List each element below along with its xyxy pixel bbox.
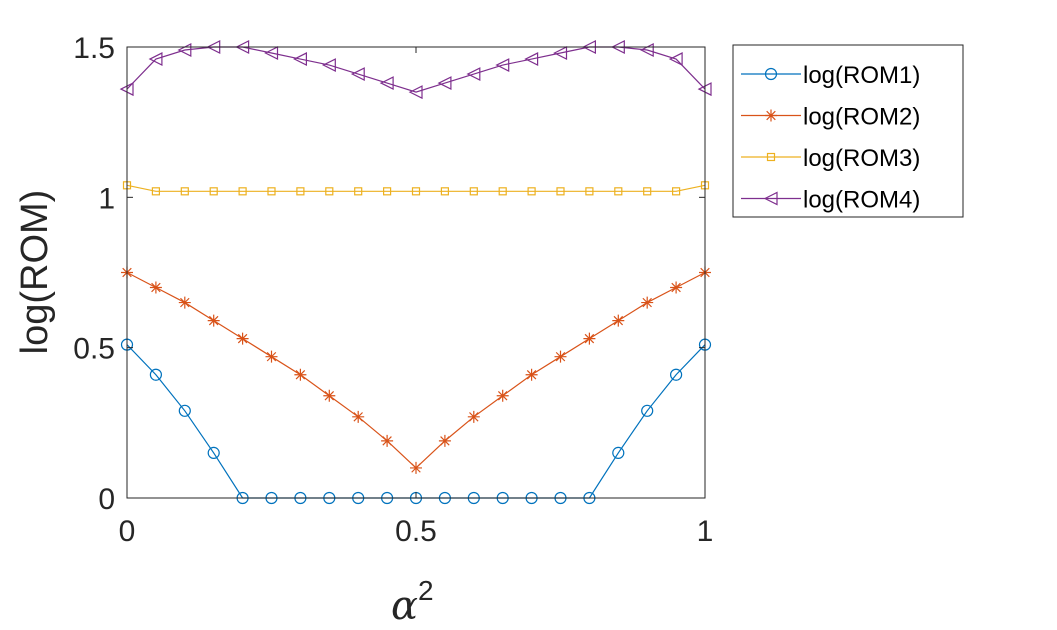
legend-label: log(ROM1) [803, 62, 920, 89]
legend-marker [764, 67, 778, 81]
series-3-point [180, 187, 189, 196]
y-tick-label: 0.5 [73, 333, 115, 366]
y-axis-label: log(ROM) [14, 190, 56, 355]
y-tick-label: 0 [98, 483, 115, 516]
series-2-point [178, 296, 191, 309]
series-3-point [325, 187, 334, 196]
series-2-point [467, 410, 480, 423]
series-3-point [556, 187, 565, 196]
series-3-point [411, 187, 421, 196]
legend-entry: log(ROM2) [741, 104, 920, 131]
series-2-point [207, 314, 220, 327]
legend-marker [766, 152, 776, 162]
series-2-point [641, 296, 654, 309]
series-4-point [379, 76, 394, 91]
series-2-point [496, 389, 509, 402]
series-2-point [265, 350, 278, 363]
series-4-point [350, 67, 365, 82]
series-4-point [553, 46, 568, 60]
series-3-point [267, 187, 276, 196]
x-axis-label: α [391, 583, 418, 629]
legend-entry: log(ROM3) [741, 145, 920, 172]
series-3-point [383, 187, 392, 196]
x-tick-label: 0.5 [395, 515, 437, 548]
series-2-point [410, 461, 422, 474]
legend-entry: log(ROM4) [741, 187, 920, 214]
series-4-point [495, 58, 510, 73]
series-2-point [323, 389, 336, 402]
series-2-point [612, 314, 625, 327]
legend-marker [765, 109, 777, 122]
series-3-point [354, 187, 363, 196]
series-3-point [614, 187, 623, 196]
series-3-point [296, 187, 305, 196]
series-1-point [178, 404, 191, 417]
x-tick-label: 0 [119, 515, 136, 548]
series-4-point [437, 76, 452, 91]
series-2-point [525, 368, 538, 381]
series-3-point [498, 187, 507, 196]
legend: log(ROM1) log(ROM2) log(ROM3) log(ROM4) [732, 44, 964, 218]
series-3-point [527, 187, 536, 196]
series-3-point [151, 187, 160, 196]
y-tick-label: 1 [98, 182, 115, 215]
series-3-point [585, 187, 594, 196]
series-3-point [440, 187, 449, 196]
x-tick-label: 1 [697, 515, 714, 548]
series-3-point [238, 187, 247, 196]
series-4-point [524, 52, 539, 66]
series-3-point [469, 187, 478, 196]
series-4-point [264, 46, 279, 60]
series-3-line [126, 184, 706, 192]
series-1-point [149, 368, 162, 381]
series-1-point [641, 404, 654, 417]
series-3-point [209, 187, 218, 196]
series-2-point [381, 434, 394, 447]
series-3 [122, 181, 710, 196]
legend-marker [763, 191, 778, 206]
y-tick-label: 1.5 [73, 32, 115, 65]
series-2-point [149, 281, 162, 294]
series-2-point [583, 332, 596, 345]
legend-entry: log(ROM1) [741, 62, 920, 89]
series-4-point [466, 67, 481, 82]
series-3-point [643, 187, 652, 196]
series-4-point [148, 52, 163, 66]
series-3-point [671, 187, 681, 196]
series-1-point [207, 446, 220, 459]
series-4-point [293, 52, 307, 66]
series-2-point [294, 368, 307, 381]
series-2-point [236, 332, 249, 345]
series-4-point [321, 58, 336, 73]
series-1-point [669, 368, 683, 381]
x-axis-label-superscript: 2 [418, 575, 434, 606]
series-4-point [668, 52, 683, 66]
legend-label: log(ROM2) [803, 104, 920, 131]
series-1-point [612, 446, 625, 459]
series-4-point [408, 85, 423, 100]
series-2-point [352, 410, 365, 423]
legend-label: log(ROM4) [803, 187, 920, 214]
legend-label: log(ROM3) [803, 145, 920, 172]
series-2-point [670, 281, 683, 294]
series-2-point [554, 350, 567, 363]
series-2-point [438, 434, 451, 447]
axes: 0 0.5 1 0 0.5 1 1.5 [73, 32, 713, 548]
